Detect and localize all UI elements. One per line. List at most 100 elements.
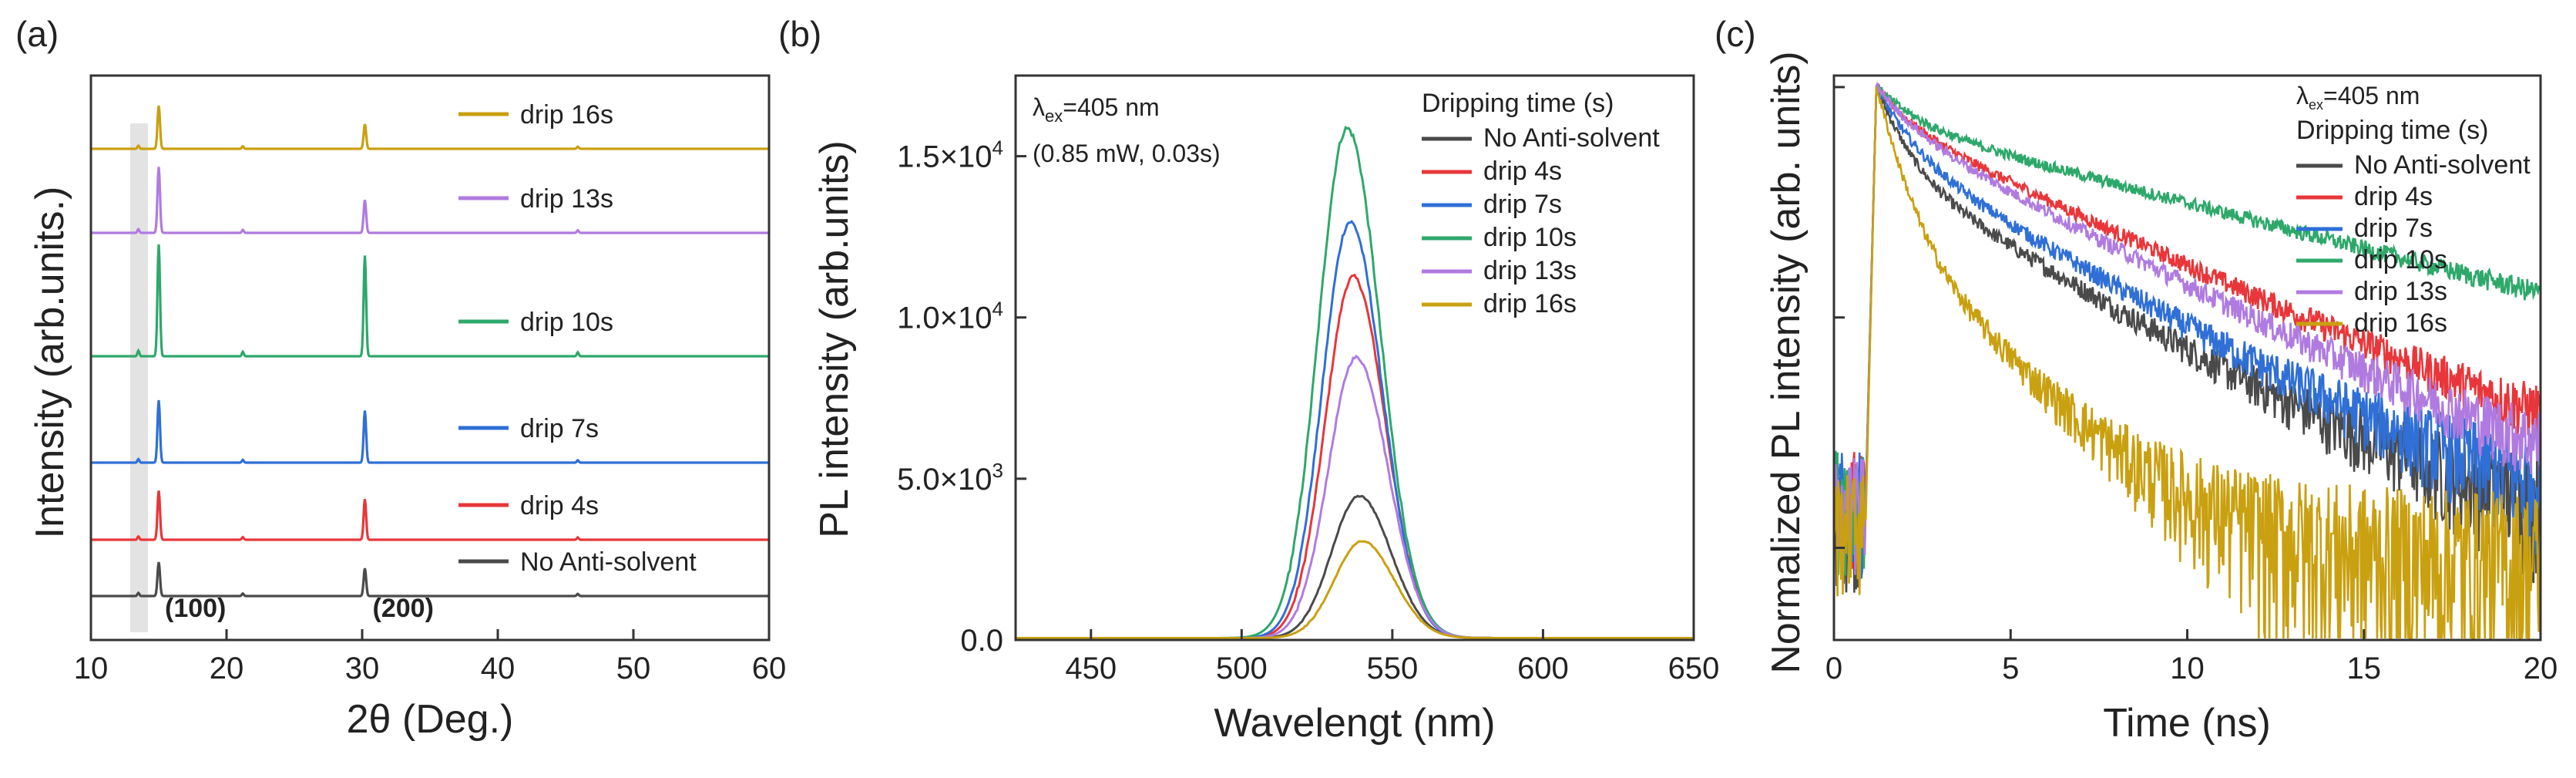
y-tick-mantissa: 1.0 [897, 301, 940, 335]
trpl-curves [1832, 81, 2542, 640]
y-axis-title-c: Normalized PL intensity (arb. units) [1764, 51, 1809, 673]
x-tick-label-c: 5 [2002, 652, 2019, 685]
x-tick-label-a: 40 [481, 652, 516, 685]
x-tick-label-b: 450 [1065, 652, 1117, 685]
shaded-band-rect [130, 123, 148, 632]
axis-frame-a [89, 74, 771, 642]
lambda-sub: ex [1045, 106, 1063, 126]
legend-label-c: drip 10s [2354, 245, 2447, 274]
legend-b: No Anti-solvent drip 4s drip 7s drip 10s dri… [1422, 123, 1660, 318]
lambda-sub-c: ex [2309, 97, 2323, 113]
panel-b-label: (b) [778, 14, 821, 54]
x-tick-label-a: 30 [345, 652, 380, 685]
trpl-line-drip-4s [1832, 83, 2542, 578]
peak-label-200: (200) [373, 594, 434, 623]
x-tick-label-c: 0 [1825, 652, 1842, 685]
legend-label-c: drip 13s [2354, 277, 2447, 306]
y-tick-label-b: 1.0×104 [897, 298, 1003, 335]
xrd-line-drip-7s [91, 399, 769, 464]
y-tick-exponent: 4 [992, 298, 1003, 321]
y-tick-times: ×10 [940, 463, 992, 497]
x-tick-label-c: 10 [2170, 652, 2205, 685]
x-tick-label-c: 20 [2524, 652, 2558, 685]
shaded-band [130, 123, 148, 632]
xrd-line-drip-10s [91, 244, 769, 358]
y-tick-times: ×10 [940, 140, 992, 174]
x-tick-label-b: 500 [1216, 652, 1268, 685]
legend-title-b: Dripping time (s) [1422, 89, 1614, 118]
panel-c-trpl: (c) 0 5 10 15 20 λex=405 nm Dripping time (s… [1715, 14, 2558, 746]
pl-line-drip-10s [1016, 125, 1694, 639]
x-tick-label-b: 600 [1517, 652, 1569, 685]
lambda-symbol-c: λ [2296, 82, 2309, 109]
legend-label-a: No Anti-solvent [520, 547, 697, 577]
legend-label-c: drip 16s [2354, 308, 2447, 338]
legend-label-b: drip 13s [1483, 256, 1577, 285]
x-axis-title-c: Time (ns) [2103, 701, 2271, 746]
legend-label-a: drip 7s [520, 414, 599, 443]
legend-label-a: drip 13s [520, 184, 613, 214]
y-tick-mantissa: 1.5 [897, 140, 940, 174]
panel-a-xrd: (a) No Anti-solvent drip 4s drip 7s drip 10… [15, 14, 786, 742]
xrd-curves [91, 105, 769, 598]
x-tick-label-a: 20 [210, 652, 244, 685]
lambda-value: =405 nm [1063, 93, 1159, 121]
trpl-line-drip-10s [1832, 84, 2542, 576]
y-tick-label-b: 5.0×103 [897, 459, 1003, 497]
pl-line-no-anti-solvent [1016, 494, 1694, 639]
legend-label-a: drip 10s [520, 308, 613, 337]
y-tick-exponent: 3 [992, 459, 1003, 482]
legend-label-b: drip 4s [1483, 157, 1562, 186]
panel-c-label: (c) [1715, 14, 1756, 54]
lambda-value-c: =405 nm [2323, 82, 2420, 109]
y-axis-title-a: Intensity (arb.units.) [28, 187, 72, 539]
x-tick-label-a: 50 [616, 652, 651, 685]
xrd-line-no-anti-solvent [91, 561, 769, 598]
y-tick-label-b: 0.0 [960, 624, 1003, 658]
x-axis-title-b: Wavelengt (nm) [1214, 701, 1495, 746]
x-tick-label-c: 15 [2347, 652, 2382, 685]
legend-label-a: drip 16s [520, 100, 613, 130]
y-axis-title-b: PL intensity (arb.units) [812, 140, 857, 537]
x-ticks-b: 450 500 550 600 650 [1065, 629, 1719, 685]
excitation-note-b: λex=405 nm [1033, 93, 1160, 126]
x-tick-label-a: 60 [752, 652, 787, 685]
y-ticks-c [1834, 86, 1845, 549]
y-tick-exponent: 4 [992, 136, 1003, 160]
x-ticks-a: 10 20 30 40 50 60 [74, 629, 787, 685]
trpl-line-drip-13s [1832, 81, 2542, 581]
xrd-inline-legend: No Anti-solvent drip 4s drip 7s drip 10s dri… [458, 100, 697, 577]
trpl-line-drip-16s [1832, 86, 2542, 640]
pl-line-drip-4s [1016, 273, 1694, 639]
x-tick-label-a: 10 [74, 652, 109, 685]
panel-b-pl: (b) 450 500 550 600 650 0.05.0×1031.0×1041.5… [778, 14, 1719, 746]
legend-label-c: drip 4s [2354, 182, 2433, 211]
pl-line-drip-7s [1016, 220, 1694, 639]
legend-label-c: No Anti-solvent [2354, 150, 2531, 180]
xrd-line-drip-13s [91, 167, 769, 234]
legend-label-c: drip 7s [2354, 214, 2433, 243]
x-tick-label-b: 550 [1367, 652, 1419, 685]
legend-label-b: drip 10s [1483, 223, 1577, 252]
pl-line-drip-16s [1016, 540, 1694, 639]
x-tick-label-b: 650 [1668, 652, 1720, 685]
y-tick-mantissa: 0.0 [960, 624, 1003, 658]
lambda-symbol: λ [1033, 93, 1045, 121]
xrd-line-drip-4s [91, 490, 769, 541]
legend-label-b: drip 16s [1483, 289, 1577, 318]
pl-curves [1016, 125, 1694, 639]
excitation-note-c: λex=405 nm [2296, 82, 2420, 113]
legend-label-a: drip 4s [520, 491, 599, 520]
legend-title-c: Dripping time (s) [2296, 116, 2488, 145]
trpl-line-drip-7s [1832, 86, 2542, 579]
excitation-power-note: (0.85 mW, 0.03s) [1033, 140, 1221, 167]
xrd-line-drip-16s [91, 105, 769, 150]
y-tick-label-b: 1.5×104 [897, 136, 1003, 174]
y-tick-times: ×10 [940, 301, 992, 335]
panel-a-label: (a) [15, 14, 59, 54]
y-tick-mantissa: 5.0 [897, 463, 940, 497]
legend-label-b: No Anti-solvent [1483, 123, 1660, 153]
